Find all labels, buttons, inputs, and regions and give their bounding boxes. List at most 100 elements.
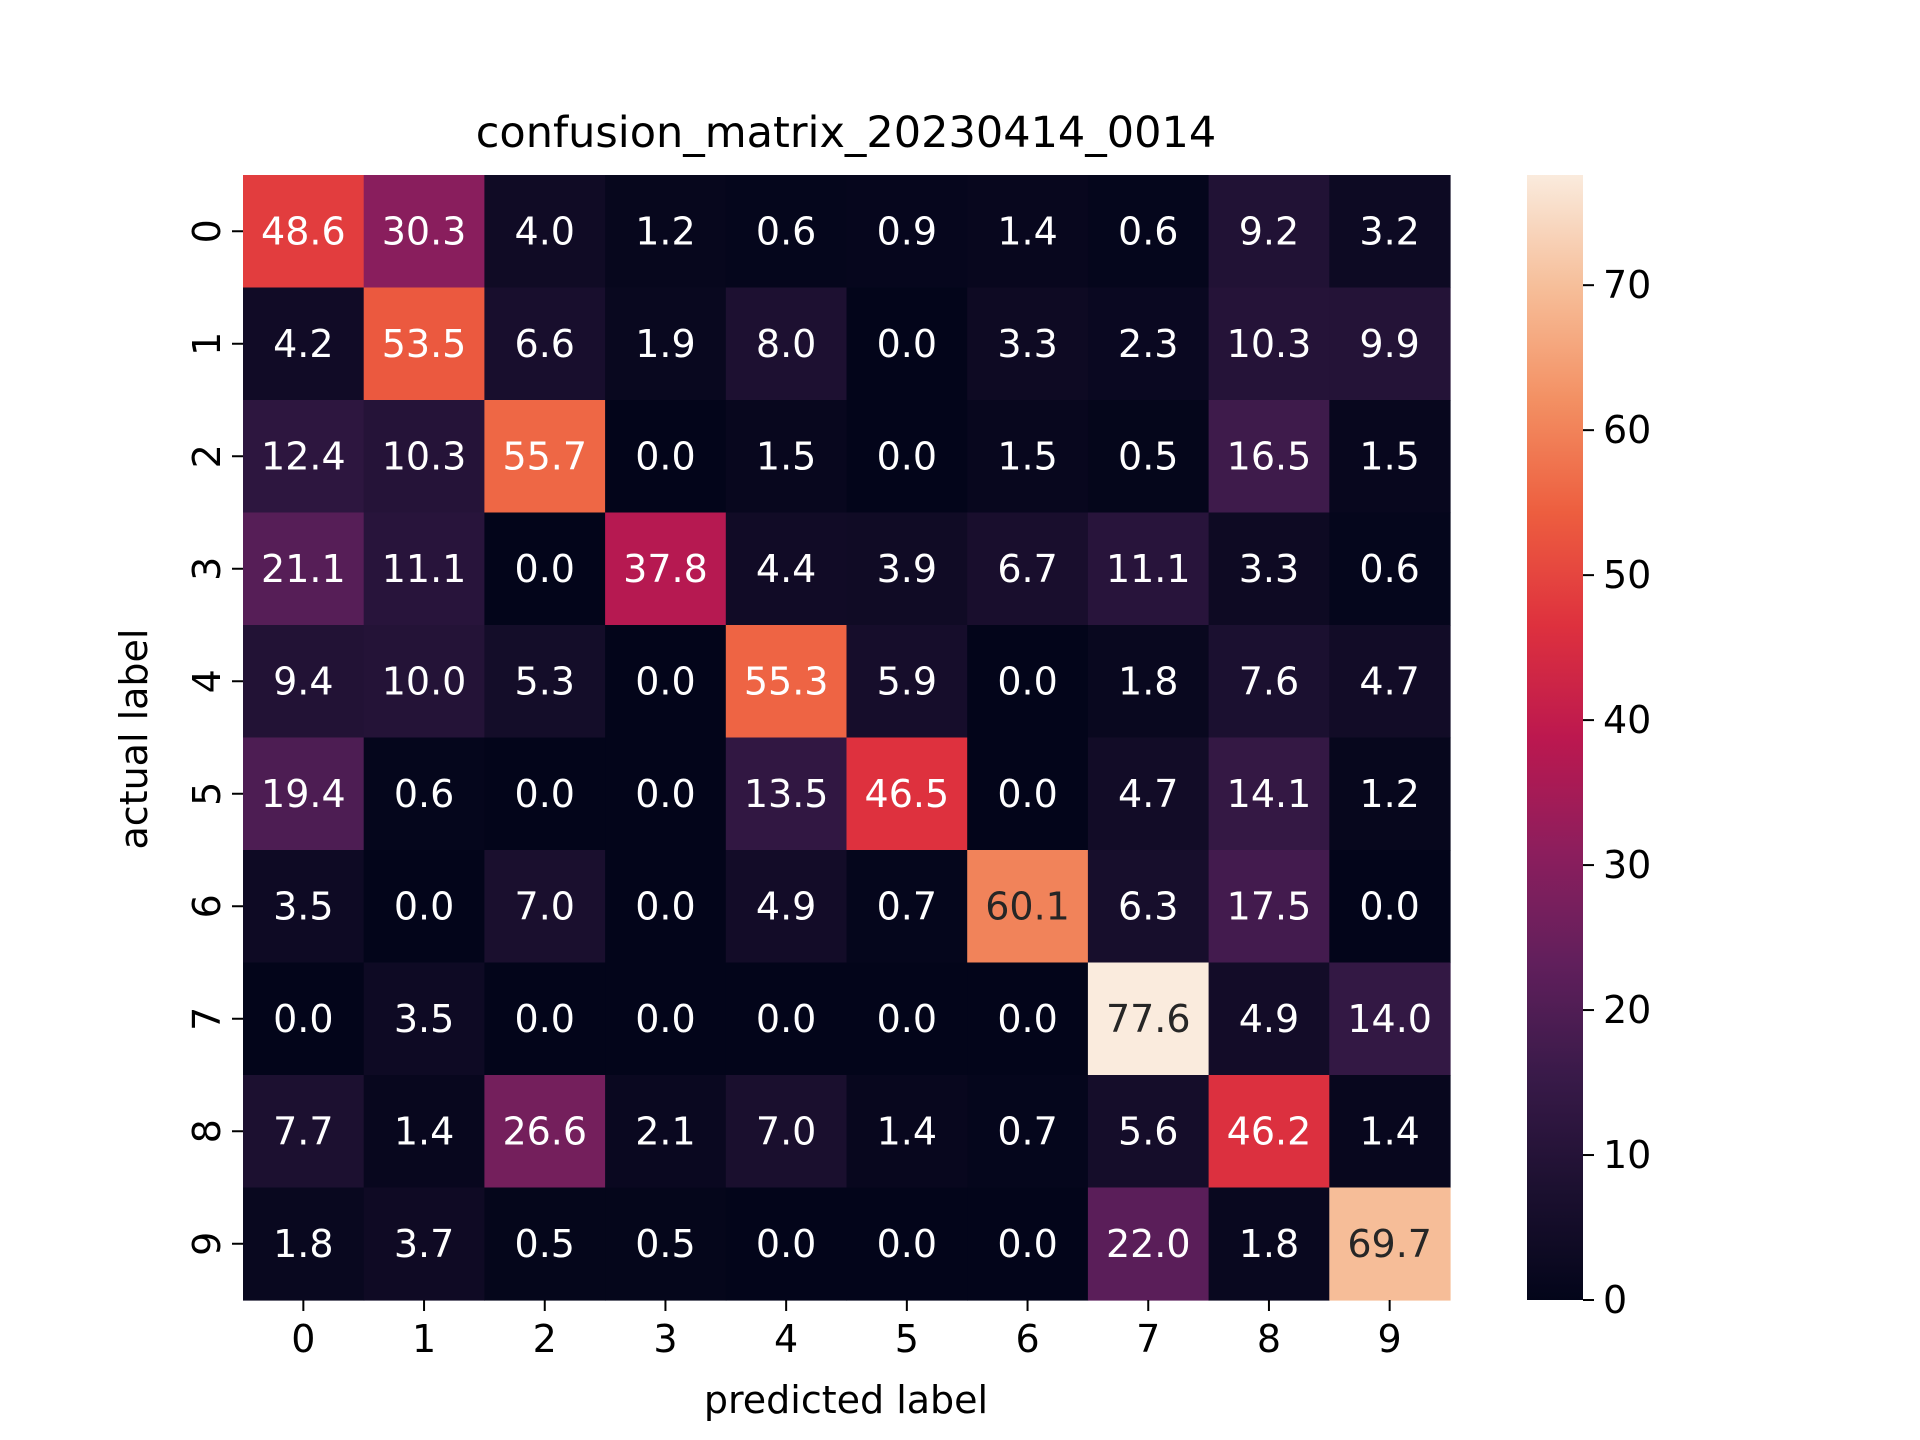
cell-value-label: 53.5 — [382, 322, 467, 366]
cell-value-label: 0.0 — [635, 434, 695, 478]
heatmap-cell — [363, 512, 485, 626]
heatmap-cell — [243, 512, 365, 626]
cell-value-label: 1.5 — [1359, 434, 1419, 478]
heatmap-cell — [1329, 962, 1451, 1076]
heatmap-cell — [967, 400, 1089, 514]
heatmap-cell — [605, 175, 727, 289]
x-axis-ticks: 0 1 2 3 4 5 6 7 8 9 — [291, 1300, 1402, 1361]
heatmap-cell — [725, 1187, 848, 1301]
heatmap-cell — [1329, 1075, 1451, 1189]
heatmap-cell — [846, 1075, 968, 1189]
cell-value-label: 0.0 — [1359, 884, 1419, 928]
cell-value-label: 1.8 — [1239, 1222, 1299, 1266]
heatmap-cell — [484, 1075, 606, 1189]
cell-value-label: 0.0 — [997, 659, 1057, 703]
heatmap-cell — [846, 737, 968, 851]
cell-value-label: 14.1 — [1227, 772, 1312, 816]
colorbar-tick-label: 60 — [1603, 408, 1651, 452]
heatmap-cell — [846, 625, 968, 739]
colorbar-tick-label: 20 — [1603, 988, 1651, 1032]
cell-value-label: 3.2 — [1359, 209, 1419, 253]
heatmap-cell — [846, 175, 968, 289]
heatmap-cell — [605, 962, 727, 1076]
heatmap-cell — [363, 625, 485, 739]
heatmap-cell — [605, 625, 727, 739]
cell-value-label: 0.0 — [997, 772, 1057, 816]
cell-value-label: 60.1 — [985, 884, 1070, 928]
heatmap-cell — [1087, 512, 1210, 626]
heatmap-cell — [1208, 512, 1330, 626]
heatmap-cell — [1208, 1187, 1330, 1301]
cell-value-label: 4.7 — [1359, 659, 1419, 703]
cell-value-label: 0.6 — [1118, 209, 1178, 253]
y-axis-ticks: 0 1 2 3 4 5 6 7 8 9 — [185, 219, 243, 1256]
heatmap-cell — [1329, 850, 1451, 964]
cell-value-label: 3.9 — [877, 547, 937, 591]
cell-value-label: 1.5 — [756, 434, 816, 478]
cell-value-label: 46.5 — [865, 772, 950, 816]
heatmap-cell — [967, 1075, 1089, 1189]
heatmap-cell — [725, 737, 848, 851]
heatmap-cell — [1329, 625, 1451, 739]
heatmap-cell — [725, 175, 848, 289]
cell-value-label: 4.2 — [273, 322, 333, 366]
cell-value-label: 12.4 — [261, 434, 346, 478]
cell-value-label: 26.6 — [502, 1109, 587, 1153]
cell-value-label: 7.7 — [273, 1109, 333, 1153]
cell-value-label: 11.1 — [382, 547, 467, 591]
heatmap-cell — [1087, 287, 1210, 401]
cell-value-label: 14.0 — [1347, 997, 1432, 1041]
cell-value-label: 7.0 — [756, 1109, 816, 1153]
cell-value-label: 5.9 — [877, 659, 937, 703]
y-tick-label: 1 — [185, 332, 229, 356]
cell-value-label: 0.0 — [635, 772, 695, 816]
cell-value-label: 4.9 — [1239, 997, 1299, 1041]
heatmap-cell — [605, 850, 727, 964]
x-tick-label: 2 — [533, 1317, 557, 1361]
heatmap-cell — [1329, 175, 1451, 289]
heatmap-cell — [725, 400, 848, 514]
heatmap-cell — [484, 737, 606, 851]
cell-value-label: 1.2 — [1359, 772, 1419, 816]
colorbar-gradient — [1527, 175, 1583, 1300]
heatmap-cell — [484, 1187, 606, 1301]
heatmap-cell — [363, 850, 485, 964]
heatmap-cell — [363, 1187, 485, 1301]
x-tick-label: 5 — [895, 1317, 919, 1361]
cell-value-label: 77.6 — [1106, 997, 1191, 1041]
y-axis-label: actual label — [112, 629, 156, 850]
cell-value-label: 7.0 — [515, 884, 575, 928]
cell-value-label: 4.4 — [756, 547, 816, 591]
heatmap-cell — [846, 512, 968, 626]
heatmap-cell — [1208, 962, 1330, 1076]
cell-value-label: 0.0 — [997, 997, 1057, 1041]
heatmap-cell — [967, 512, 1089, 626]
cell-value-label: 3.5 — [273, 884, 333, 928]
y-tick-label: 6 — [185, 894, 229, 918]
cell-value-label: 48.6 — [261, 209, 346, 253]
cell-value-label: 3.3 — [997, 322, 1057, 366]
cell-value-label: 0.0 — [877, 322, 937, 366]
heatmap-cell — [967, 737, 1089, 851]
cell-value-label: 6.3 — [1118, 884, 1178, 928]
cell-value-label: 0.9 — [877, 209, 937, 253]
heatmap-cell — [243, 1187, 365, 1301]
heatmap-cell — [1208, 850, 1330, 964]
cell-value-label: 1.2 — [635, 209, 695, 253]
heatmap-cell — [243, 175, 365, 289]
cell-value-label: 0.5 — [635, 1222, 695, 1266]
chart-title: confusion_matrix_20230414_0014 — [476, 108, 1216, 158]
heatmap-cell — [484, 962, 606, 1076]
colorbar-tick-label: 30 — [1603, 843, 1651, 887]
cell-value-label: 9.4 — [273, 659, 333, 703]
heatmap-cell — [967, 175, 1089, 289]
heatmap-cell — [1208, 1075, 1330, 1189]
cell-value-label: 8.0 — [756, 322, 816, 366]
cell-value-label: 10.3 — [1227, 322, 1312, 366]
heatmap-cell — [1087, 850, 1210, 964]
heatmap-cell — [1208, 400, 1330, 514]
cell-value-label: 69.7 — [1347, 1222, 1432, 1266]
heatmap-cell — [243, 287, 365, 401]
heatmap-cell — [1087, 175, 1210, 289]
heatmap-cell — [1087, 1075, 1210, 1189]
